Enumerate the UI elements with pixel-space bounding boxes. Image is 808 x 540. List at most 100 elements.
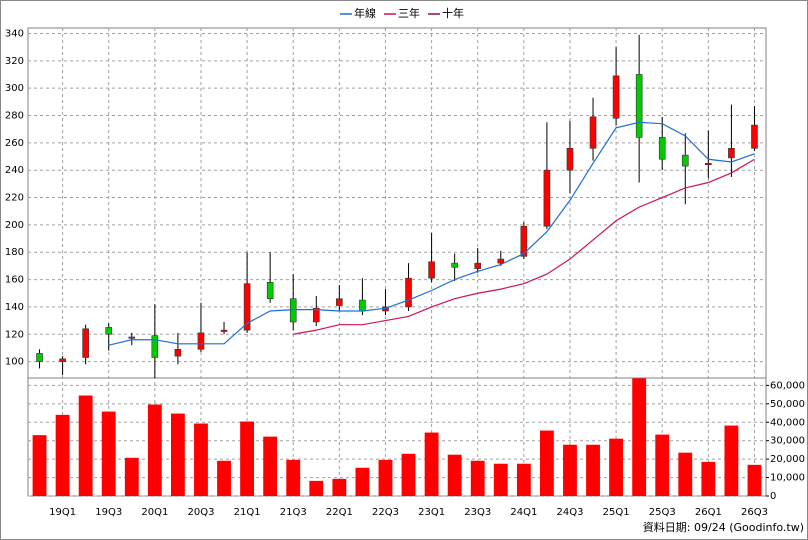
volume-bar (332, 478, 347, 496)
plot-area (27, 27, 767, 497)
y-tick-label: 180 (5, 247, 24, 258)
candle-body (474, 262, 482, 269)
volume-bar (263, 436, 278, 496)
y-tick-label: 220 (5, 193, 24, 204)
volume-bar (701, 461, 716, 496)
candle-body (82, 328, 89, 358)
x-tick-label: 22Q1 (326, 507, 353, 518)
volume-bar (493, 463, 508, 496)
candle-body (220, 329, 228, 332)
candle-body (336, 298, 343, 306)
candle-body (197, 332, 205, 350)
volume-bar (539, 430, 554, 496)
legend-label: 十年 (442, 6, 464, 20)
volume-bar (378, 459, 393, 496)
candle-body (359, 299, 366, 312)
volume-bar (609, 438, 624, 496)
candle-body (151, 335, 159, 358)
candle-body (658, 137, 666, 160)
legend-label: 三年 (398, 6, 420, 20)
x-tick-label: 19Q3 (95, 507, 122, 518)
volume-bar (586, 444, 600, 496)
y-tick-label: 260 (5, 138, 24, 149)
candle-body (243, 283, 251, 331)
x-tick-label: 23Q3 (464, 507, 491, 518)
volume-bar (563, 444, 577, 496)
candle-body (497, 258, 505, 264)
volume-bar (78, 395, 93, 496)
volume-bar (678, 452, 693, 496)
volume-bar (217, 460, 231, 496)
line-series (108, 121, 755, 346)
y-tick-label: 300 (5, 83, 24, 94)
volume-bar (194, 423, 208, 496)
y-tick-label: 160 (5, 275, 24, 286)
y2-tick-label: 40,000 (770, 417, 805, 428)
volume-bar (170, 413, 185, 496)
x-tick-label: 25Q1 (603, 507, 630, 518)
candle-body (128, 336, 136, 339)
volume-bar (286, 459, 301, 496)
candle-body (59, 358, 66, 362)
candle-body (520, 225, 528, 257)
volume-bar (101, 411, 116, 496)
line-series (293, 158, 755, 335)
volume-bar (470, 460, 485, 496)
y-tick-label: 240 (5, 165, 24, 176)
x-tick-label: 21Q1 (234, 507, 261, 518)
legend-label: 年線 (354, 6, 376, 20)
y-tick-label: 200 (5, 220, 24, 231)
candle-body (105, 327, 113, 335)
volume-bar (401, 453, 416, 496)
volume-bar (447, 454, 462, 496)
x-tick-label: 26Q3 (741, 507, 768, 518)
y-tick-label: 340 (5, 28, 24, 39)
y-tick-label: 320 (5, 56, 24, 67)
candle-body (635, 74, 643, 138)
volume-bar (747, 464, 762, 496)
y2-tick-label: 50,000 (770, 399, 805, 410)
volume-bar (55, 414, 70, 496)
y-tick-label: 280 (5, 111, 24, 122)
volume-bar (724, 425, 739, 496)
source-note: 資料日期: 09/24 (Goodinfo.tw) (643, 520, 804, 534)
x-tick-label: 22Q3 (372, 507, 399, 518)
candle-body (451, 262, 458, 268)
x-tick-label: 23Q1 (418, 507, 445, 518)
y2-tick-label: 10,000 (770, 473, 805, 484)
candle-body (705, 163, 712, 166)
volume-bar (309, 480, 324, 496)
volume-bar (240, 421, 255, 496)
candle-body (728, 148, 735, 159)
candle-body (589, 116, 597, 149)
y2-tick-label: 60,000 (770, 380, 805, 391)
volume-bar (655, 434, 670, 496)
volume-bar (32, 435, 47, 496)
x-tick-label: 24Q1 (510, 507, 537, 518)
x-tick-label: 19Q1 (49, 507, 76, 518)
y-tick-label: 140 (5, 302, 24, 313)
candle-body (543, 169, 551, 227)
candle-body (428, 261, 435, 279)
x-tick-label: 20Q3 (187, 507, 214, 518)
candle-body (612, 75, 620, 119)
volume-bar (147, 404, 162, 496)
candle-body (36, 353, 43, 362)
x-tick-label: 24Q3 (556, 507, 583, 518)
y2-tick-label: 0 (770, 491, 776, 502)
y2-tick-label: 30,000 (770, 436, 805, 447)
candle-body (751, 124, 758, 149)
volume-bar (424, 432, 439, 496)
y2-tick-label: 20,000 (770, 454, 805, 465)
x-tick-label: 26Q1 (695, 507, 722, 518)
candle-body (174, 348, 182, 357)
volume-bar (632, 378, 647, 496)
y-tick-label: 120 (5, 329, 24, 340)
candle-body (681, 154, 689, 167)
volume-bar (124, 457, 139, 496)
volume-bar (355, 467, 370, 496)
volume-bar (516, 463, 531, 496)
x-tick-label: 21Q3 (280, 507, 307, 518)
x-tick-label: 20Q1 (141, 507, 168, 518)
